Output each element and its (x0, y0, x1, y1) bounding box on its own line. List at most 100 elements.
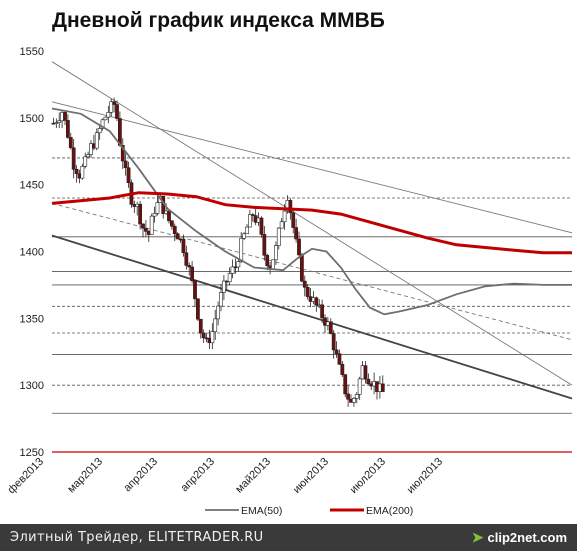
candle-body (219, 292, 223, 307)
candles (51, 97, 385, 407)
watermark-text: clip2net.com (487, 530, 567, 545)
x-tick-label: июн2013 (291, 456, 331, 496)
candle-body (103, 116, 108, 121)
x-tick-label: апр2013 (178, 456, 217, 495)
y-tick-label: 1350 (20, 313, 44, 325)
candle-body (343, 374, 348, 395)
candle-body (334, 349, 339, 355)
trend-line (51, 234, 573, 400)
ema50-line (51, 107, 572, 316)
candle-body (222, 280, 226, 293)
candle-body (337, 353, 342, 365)
candle-body (175, 233, 180, 240)
candle-body (149, 215, 154, 235)
candle-body (167, 210, 171, 222)
y-tick-label: 1400 (20, 247, 44, 259)
candle-body (57, 120, 62, 123)
candle-body (302, 280, 307, 288)
x-tick-label: мар2013 (65, 456, 105, 496)
candle-body (357, 378, 362, 395)
candle-body (346, 393, 350, 400)
footer-bar: Элитный Трейдер, ELITETRADER.RU ➤ clip2n… (0, 524, 577, 551)
candle-body (230, 266, 235, 274)
x-tick-label: фев2013 (5, 456, 46, 497)
candle-body (299, 254, 304, 282)
candle-body (291, 212, 296, 228)
candle-body (259, 217, 264, 235)
legend: EMA(50) EMA(200) (205, 505, 413, 517)
footer-source: Элитный Трейдер, ELITETRADER.RU (10, 530, 264, 545)
candle-body (86, 154, 91, 158)
candle-body (100, 119, 105, 129)
candle-body (196, 298, 200, 320)
legend-label: EMA(200) (366, 505, 413, 517)
candle-body (190, 266, 194, 281)
candle-body (115, 104, 119, 119)
candle-body (227, 273, 232, 283)
candle-body (172, 225, 177, 235)
candle-body (262, 234, 267, 256)
candle-body (366, 378, 371, 385)
trend-lines (51, 61, 573, 400)
candle-body (112, 101, 117, 105)
candle-body (68, 137, 73, 149)
candle-body (236, 261, 241, 268)
candle-body (273, 245, 278, 261)
candle-body (120, 145, 125, 162)
x-axis: фев2013 мар2013 апр2013 апр2013 май2013 июн20… (5, 456, 445, 497)
candle-body (109, 101, 114, 113)
trend-line (51, 101, 573, 234)
candle-body (282, 210, 287, 223)
x-tick-label: май2013 (233, 456, 273, 496)
y-tick-label: 1300 (20, 380, 44, 392)
candle-body (294, 227, 298, 240)
candle-body (54, 122, 59, 124)
ema-lines (51, 107, 572, 316)
candle-body (305, 286, 310, 297)
y-tick-label: 1550 (20, 46, 44, 58)
candle-body (265, 254, 270, 267)
candle-body (97, 128, 102, 134)
candle-body (320, 304, 324, 319)
candle-body (242, 233, 246, 239)
candle-body (141, 223, 145, 229)
candle-body (63, 112, 67, 121)
candle-body (380, 383, 385, 392)
candle-body (184, 252, 189, 266)
candle-body (248, 214, 252, 228)
x-tick-label: апр2013 (121, 456, 160, 495)
candle-body (187, 265, 192, 268)
candle-body (331, 333, 336, 351)
y-tick-label: 1500 (20, 113, 44, 125)
x-tick-label: июл2013 (405, 456, 445, 496)
candle-body (288, 200, 293, 214)
arrow-icon: ➤ (471, 529, 484, 545)
candle-body (193, 280, 197, 300)
candle-body (66, 120, 70, 138)
candle-body (340, 363, 345, 375)
candle-body (314, 297, 319, 306)
candle-body (233, 266, 238, 269)
candle-body (245, 226, 249, 235)
candle-body (144, 227, 148, 232)
ema200-line (51, 191, 572, 255)
candle-body (106, 112, 111, 118)
candle-body (126, 167, 131, 183)
candle-body (155, 202, 160, 214)
trend-line (51, 202, 573, 341)
y-tick-label: 1250 (20, 447, 44, 459)
candle-body (152, 213, 157, 217)
candle-body (216, 305, 220, 320)
candle-body (201, 332, 206, 339)
candle-body (74, 168, 79, 174)
candle-body (250, 214, 255, 216)
candle-body (94, 132, 99, 149)
candle-body (239, 237, 244, 262)
trend-line (51, 61, 573, 386)
candle-body (89, 143, 93, 155)
candle-body (83, 156, 88, 167)
candle-body (170, 220, 174, 227)
candle-body (181, 238, 186, 254)
chart-canvas: Дневной график индекса ММВБ 1250 1300 1350… (5, 9, 573, 517)
legend-label: EMA(50) (241, 505, 282, 517)
